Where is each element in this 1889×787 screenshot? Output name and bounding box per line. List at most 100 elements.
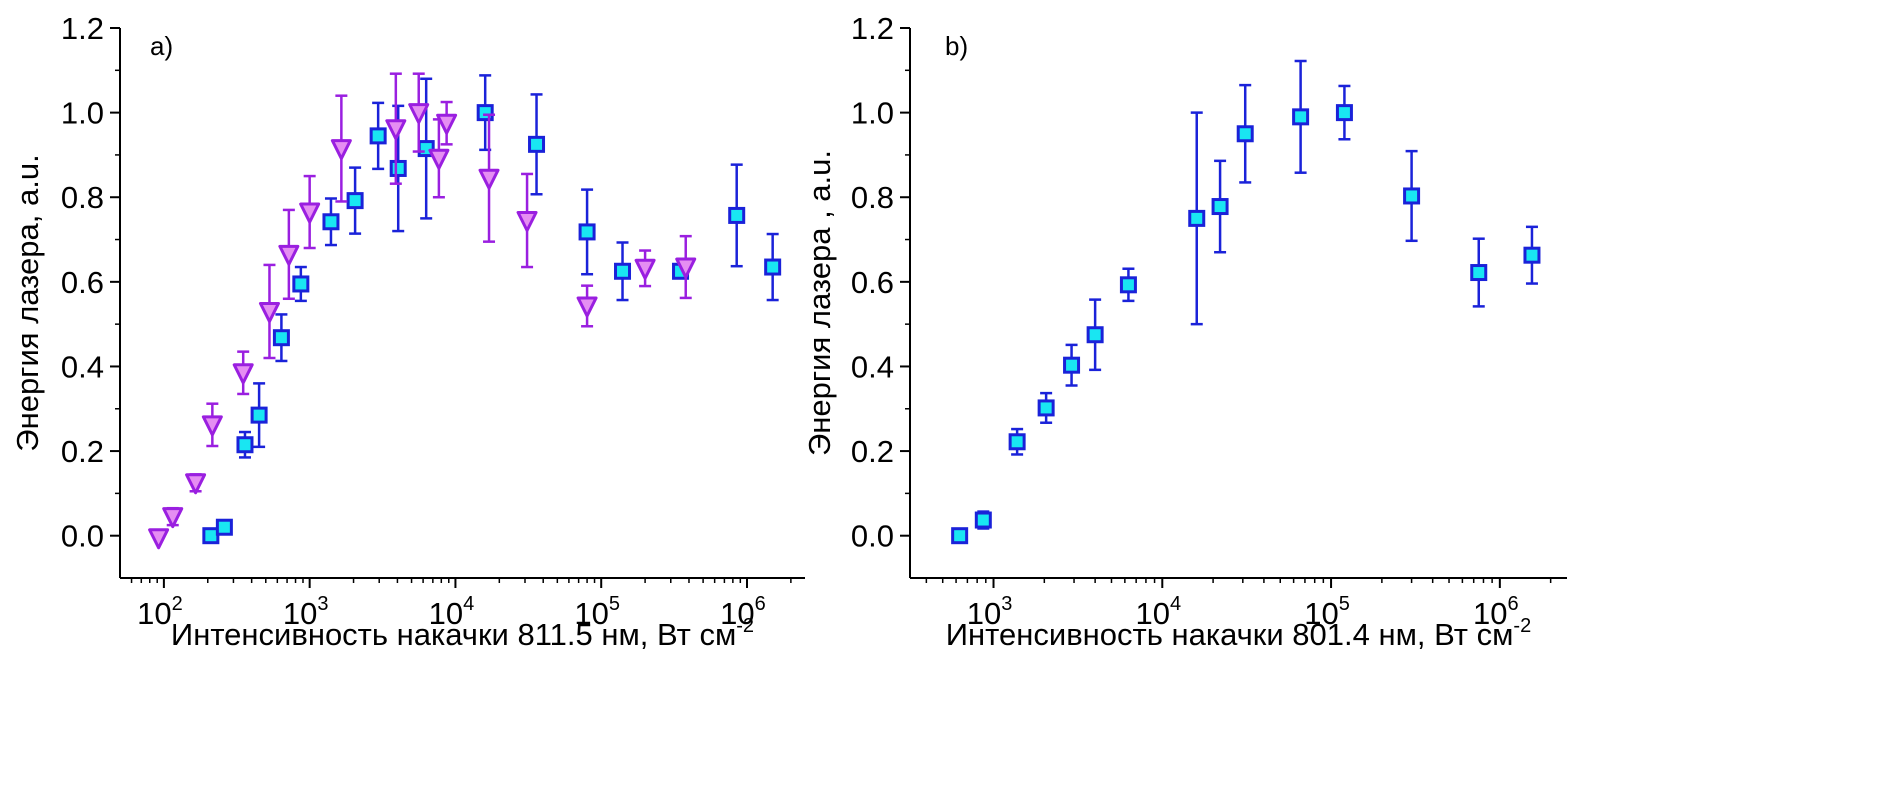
data-point-triangle [675, 257, 697, 279]
y-tick-label: 1.2 [851, 11, 894, 46]
y-tick-label: 0.4 [61, 349, 104, 384]
data-point-triangle [201, 415, 223, 437]
x-tick-exp: 3 [317, 593, 328, 615]
data-point-square [322, 213, 340, 231]
data-point-triangle [576, 296, 598, 318]
x-tick-exp: 6 [1508, 593, 1519, 615]
data-point-square [528, 135, 546, 153]
data-point-square [1188, 209, 1206, 227]
x-tick-label: 103 [283, 593, 329, 631]
x-tick-exp: 6 [755, 593, 766, 615]
data-point-triangle [634, 258, 656, 280]
data-point-square [202, 527, 220, 545]
x-minor-ticks [925, 578, 1552, 583]
y-tick-label: 0.6 [61, 265, 104, 300]
y-tick-label: 0.6 [851, 265, 894, 300]
data-point-square [1523, 246, 1541, 264]
x-tick-base: 10 [137, 596, 171, 631]
x-axis-title-exp: -2 [1513, 615, 1531, 637]
x-tick-base: 10 [1304, 596, 1338, 631]
data-point-triangle [436, 113, 458, 135]
series-1 [951, 59, 1541, 545]
panel-b-label: b) [945, 31, 968, 61]
data-point-square [1008, 433, 1026, 451]
x-tick-label: 103 [967, 593, 1013, 631]
data-point-triangle [478, 168, 500, 190]
x-tick-label: 102 [137, 593, 183, 631]
data-point-triangle [385, 119, 407, 141]
data-point-square [1403, 187, 1421, 205]
x-tick-exp: 2 [172, 593, 183, 615]
x-tick-label: 106 [720, 593, 766, 631]
data-point-triangle [258, 301, 280, 323]
data-point-square [614, 262, 632, 280]
y-tick-label: 0.2 [61, 434, 104, 469]
data-point-square [1470, 264, 1488, 282]
data-point-triangle [428, 148, 450, 170]
y-tick-label: 1.0 [851, 96, 894, 131]
y-minor-ticks [905, 69, 910, 495]
data-point-triangle [162, 507, 184, 529]
x-tick-label: 105 [574, 593, 620, 631]
y-tick-label: 0.8 [851, 180, 894, 215]
data-point-triangle [330, 139, 352, 161]
y-tick-label: 0.4 [851, 349, 894, 384]
data-point-square [1037, 399, 1055, 417]
x-axis-title: Интенсивность накачки 811.5 нм, Вт см-2 [171, 615, 754, 652]
data-point-triangle [232, 363, 254, 385]
y-axis-title: Энергия лазера, a.u. [10, 154, 45, 451]
data-point-square [951, 527, 969, 545]
data-point-square [215, 518, 233, 536]
data-point-square [1335, 104, 1353, 122]
x-tick-label: 105 [1304, 593, 1350, 631]
data-point-square [764, 258, 782, 276]
data-point-square [1211, 198, 1229, 216]
data-point-square [728, 206, 746, 224]
x-tick-base: 10 [967, 596, 1001, 631]
series-2 [148, 72, 697, 550]
y-axis-title: Энергия лазера , a.u. [802, 150, 837, 456]
x-tick-base: 10 [283, 596, 317, 631]
data-point-triangle [185, 473, 207, 495]
y-tick-label: 0.0 [851, 519, 894, 554]
y-tick-label: 0.0 [61, 519, 104, 554]
x-tick-label: 104 [429, 593, 475, 631]
data-point-square [578, 223, 596, 241]
data-point-square [389, 159, 407, 177]
x-tick-base: 10 [1473, 596, 1507, 631]
data-point-square [369, 127, 387, 145]
x-tick-base: 10 [1135, 596, 1169, 631]
x-axis-title-text: Интенсивность накачки 811.5 нм, Вт см [171, 617, 736, 652]
data-point-triangle [408, 103, 430, 125]
series-1 [202, 74, 782, 545]
x-tick-exp: 4 [463, 593, 474, 615]
x-axis-title-exp: -2 [736, 615, 754, 637]
data-point-triangle [299, 202, 321, 224]
data-point-square [1063, 356, 1081, 374]
data-point-square [292, 275, 310, 293]
x-tick-exp: 3 [1001, 593, 1012, 615]
x-tick-label: 104 [1135, 593, 1181, 631]
x-tick-base: 10 [429, 596, 463, 631]
x-axis-title: Интенсивность накачки 801.4 нм, Вт см-2 [946, 615, 1531, 652]
x-tick-base: 10 [574, 596, 608, 631]
y-tick-label: 0.2 [851, 434, 894, 469]
data-point-square [1292, 108, 1310, 126]
data-point-triangle [148, 528, 170, 550]
y-tick-label: 0.8 [61, 180, 104, 215]
data-point-square [1119, 276, 1137, 294]
y-minor-ticks [115, 69, 120, 495]
data-point-triangle [278, 244, 300, 266]
data-point-square [272, 329, 290, 347]
data-point-square [250, 406, 268, 424]
data-point-triangle [516, 211, 538, 232]
x-axis-title-text: Интенсивность накачки 801.4 нм, Вт см [946, 617, 1514, 652]
y-tick-label: 1.0 [61, 96, 104, 131]
data-point-square [974, 511, 992, 529]
x-tick-exp: 5 [1339, 593, 1350, 615]
x-tick-base: 10 [720, 596, 754, 631]
x-minor-ticks [130, 578, 792, 583]
